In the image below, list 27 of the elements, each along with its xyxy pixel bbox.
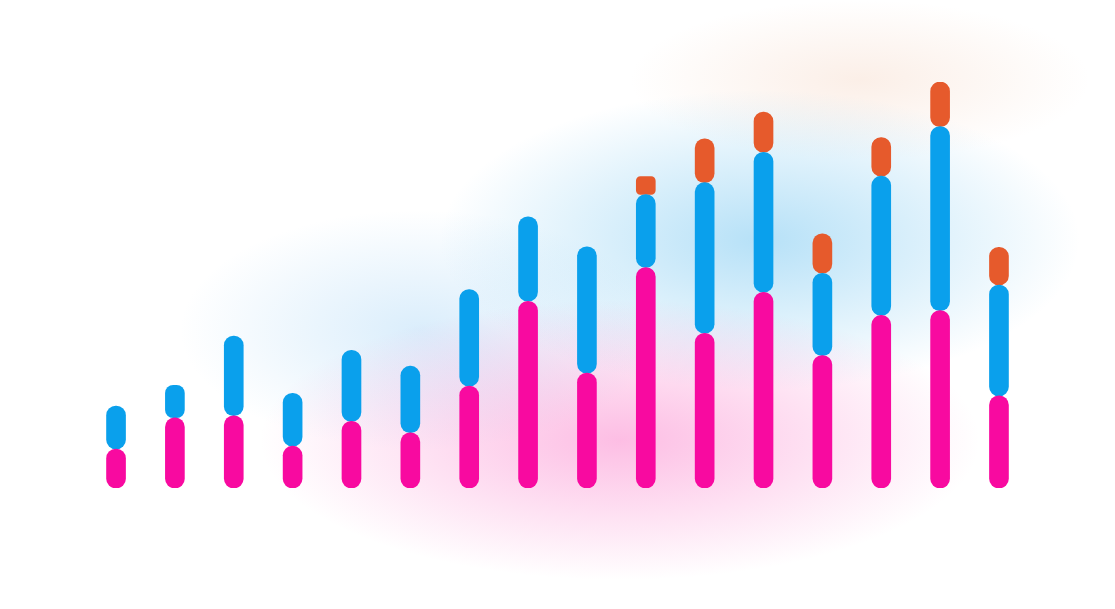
bar (223, 415, 244, 488)
bar (223, 335, 244, 417)
bar (635, 176, 656, 195)
bar (694, 332, 715, 488)
bar (635, 267, 656, 488)
bar (989, 395, 1009, 488)
bar (577, 246, 597, 374)
bar (930, 126, 950, 311)
bar (753, 151, 774, 293)
bar (400, 365, 421, 434)
bar (812, 355, 833, 488)
bar (812, 272, 833, 356)
bar (459, 289, 480, 387)
bar (989, 284, 1009, 397)
bar (753, 291, 774, 488)
bar (871, 315, 892, 488)
bar (518, 300, 538, 488)
bar (635, 194, 656, 268)
bar (459, 385, 480, 488)
bar (165, 417, 185, 488)
bar (930, 310, 950, 488)
bar (518, 216, 538, 302)
bar (871, 175, 892, 316)
bar (341, 350, 362, 422)
bar (577, 372, 597, 488)
bar (694, 182, 715, 334)
bar (341, 421, 362, 488)
